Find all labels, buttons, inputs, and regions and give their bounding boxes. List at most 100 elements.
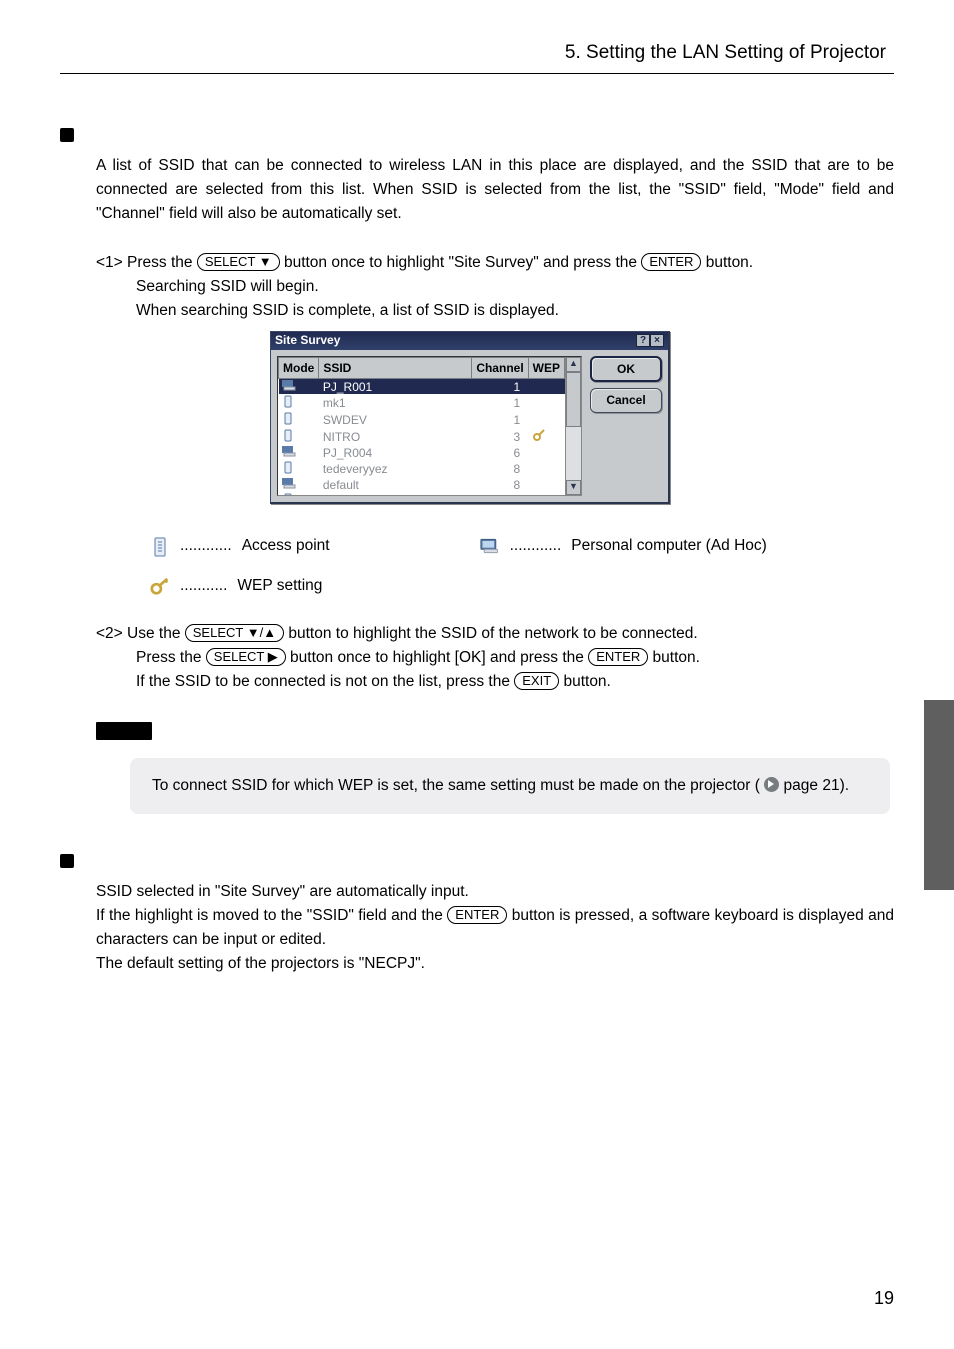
step2-line3b: button. xyxy=(559,673,611,690)
row-wep xyxy=(528,492,564,494)
adhoc-pc-icon xyxy=(480,532,500,560)
close-icon[interactable]: × xyxy=(650,334,664,347)
step1-line3: When searching SSID is complete, a list … xyxy=(136,299,894,323)
row-channel: 8 xyxy=(472,460,528,477)
note-box: To connect SSID for which WEP is set, th… xyxy=(130,758,890,814)
row-mode-icon xyxy=(279,492,319,494)
dialog-title: Site Survey xyxy=(275,331,340,350)
row-ssid: PJ_R004 xyxy=(319,445,472,460)
scroll-thumb[interactable] xyxy=(566,372,581,427)
ssid-row[interactable]: tsunami8 xyxy=(279,492,565,494)
access-point-icon xyxy=(150,532,170,560)
row-mode-icon xyxy=(279,477,319,492)
row-mode-icon xyxy=(279,460,319,477)
cancel-button[interactable]: Cancel xyxy=(590,388,662,413)
enter-key: ENTER xyxy=(641,253,701,271)
row-mode-icon xyxy=(279,394,319,411)
note-label-bar xyxy=(96,722,152,740)
page-ref-icon xyxy=(764,777,779,792)
row-wep xyxy=(528,460,564,477)
ssid-row[interactable]: PJ_R0046 xyxy=(279,445,565,460)
ssid-row[interactable]: default8 xyxy=(279,477,565,492)
ssid-row[interactable]: tedeveryyez8 xyxy=(279,460,565,477)
row-channel: 6 xyxy=(472,445,528,460)
row-channel: 8 xyxy=(472,492,528,494)
enter-key-3: ENTER xyxy=(447,906,507,924)
ssid-row[interactable]: PJ_R0011 xyxy=(279,379,565,395)
legend-dots-2: ............ xyxy=(510,534,562,558)
scroll-track[interactable] xyxy=(566,427,581,480)
section-site-survey xyxy=(60,124,894,148)
note-text-b: page 21). xyxy=(779,777,849,794)
row-wep xyxy=(528,394,564,411)
enter-key-2: ENTER xyxy=(588,648,648,666)
row-wep xyxy=(528,477,564,492)
legend-row-1: ............ Access point ............ P… xyxy=(150,532,894,560)
row-wep xyxy=(528,428,564,445)
page-number: 19 xyxy=(874,1285,894,1313)
row-mode-icon xyxy=(279,428,319,445)
row-mode-icon xyxy=(279,445,319,460)
row-channel: 1 xyxy=(472,379,528,395)
legend-wep: WEP setting xyxy=(237,574,322,598)
select-down-key: SELECT ▼ xyxy=(197,253,280,271)
row-ssid: NITRO xyxy=(319,428,472,445)
col-channel[interactable]: Channel xyxy=(472,357,528,379)
note-text-a: To connect SSID for which WEP is set, th… xyxy=(152,777,764,794)
step2-line2a: Press the xyxy=(136,649,206,666)
step2-line3a: If the SSID to be connected is not on th… xyxy=(136,673,514,690)
row-ssid: default xyxy=(319,477,472,492)
legend-dots-3: ........... xyxy=(180,574,227,598)
row-channel: 3 xyxy=(472,428,528,445)
step1-mid: button once to highlight "Site Survey" a… xyxy=(280,254,642,271)
section-bullet-2 xyxy=(60,854,74,868)
row-channel: 1 xyxy=(472,394,528,411)
scroll-down-icon[interactable]: ▼ xyxy=(566,480,581,495)
ssid-line2a: If the highlight is moved to the "SSID" … xyxy=(96,907,447,924)
ok-button[interactable]: OK xyxy=(590,356,662,383)
step2-prefix: <2> Use the xyxy=(96,625,185,642)
row-wep xyxy=(528,379,564,395)
col-ssid[interactable]: SSID xyxy=(319,357,472,379)
site-survey-paragraph: A list of SSID that can be connected to … xyxy=(96,154,894,226)
row-mode-icon xyxy=(279,379,319,395)
select-updown-key: SELECT ▼/▲ xyxy=(185,624,284,642)
row-mode-icon xyxy=(279,411,319,428)
section-ssid xyxy=(60,850,894,874)
ssid-row[interactable]: NITRO3 xyxy=(279,428,565,445)
row-wep xyxy=(528,411,564,428)
list-scrollbar[interactable]: ▲ ▼ xyxy=(565,357,581,495)
row-wep xyxy=(528,445,564,460)
scroll-up-icon[interactable]: ▲ xyxy=(566,357,581,372)
ssid-list[interactable]: Mode SSID Channel WEP PJ_R0011mk11SWDEV1… xyxy=(277,356,582,496)
select-right-key: SELECT ▶ xyxy=(206,648,286,666)
row-channel: 8 xyxy=(472,477,528,492)
legend-row-2: ........... WEP setting xyxy=(150,572,894,600)
step-1: <1> Press the SELECT ▼ button once to hi… xyxy=(96,251,894,323)
page-header: 5. Setting the LAN Setting of Projector xyxy=(60,38,894,74)
row-ssid: mk1 xyxy=(319,394,472,411)
dialog-titlebar: Site Survey ? × xyxy=(271,332,668,350)
col-mode[interactable]: Mode xyxy=(279,357,319,379)
step2-line2b: button once to highlight [OK] and press … xyxy=(286,649,588,666)
row-ssid: SWDEV xyxy=(319,411,472,428)
row-ssid: PJ_R001 xyxy=(319,379,472,395)
row-channel: 1 xyxy=(472,411,528,428)
step1-prefix: <1> Press the xyxy=(96,254,197,271)
help-icon[interactable]: ? xyxy=(636,334,650,347)
legend-dots-1: ............ xyxy=(180,534,232,558)
ssid-row[interactable]: mk11 xyxy=(279,394,565,411)
site-survey-dialog: Site Survey ? × Mode SSID Cha xyxy=(270,331,670,504)
legend-adhoc: Personal computer (Ad Hoc) xyxy=(571,534,767,558)
ssid-row[interactable]: SWDEV1 xyxy=(279,411,565,428)
exit-key: EXIT xyxy=(514,672,559,690)
ssid-line1: SSID selected in "Site Survey" are autom… xyxy=(96,880,894,904)
section-bullet xyxy=(60,128,74,142)
step2-line2c: button. xyxy=(648,649,700,666)
step1-line2: Searching SSID will begin. xyxy=(136,275,894,299)
step-2: <2> Use the SELECT ▼/▲ button to highlig… xyxy=(96,622,894,694)
legend-access-point: Access point xyxy=(242,534,330,558)
col-wep[interactable]: WEP xyxy=(528,357,564,379)
ssid-line3: The default setting of the projectors is… xyxy=(96,952,894,976)
row-ssid: tsunami xyxy=(319,492,472,494)
